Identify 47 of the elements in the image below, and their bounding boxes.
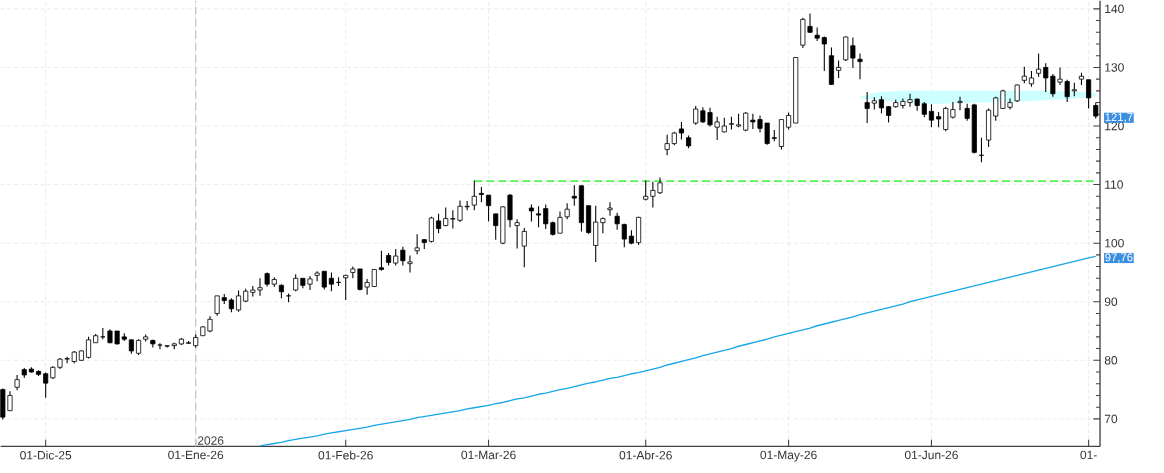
y-tick-label: 97,76 [1105, 253, 1133, 263]
candlestick [414, 233, 420, 255]
candlestick [864, 91, 870, 124]
y-tick-label: 70 [1104, 414, 1118, 423]
y-tick-label: 110 [1105, 180, 1123, 189]
candlestick [821, 35, 827, 72]
candlestick [1086, 79, 1092, 109]
candlestick [407, 254, 413, 273]
candlestick [43, 371, 49, 399]
candlestick [400, 245, 406, 266]
y-tick-label: 130 [1105, 63, 1124, 72]
candlestick [157, 342, 163, 350]
candlestick [378, 250, 384, 272]
x-tick-label: 01-Abr-26 [619, 450, 672, 460]
candlestick [328, 271, 334, 292]
candlestick [486, 194, 492, 222]
candlestick [471, 179, 477, 211]
candlestick [857, 52, 863, 80]
y-tick-label: 90 [1104, 297, 1118, 306]
x-tick-label: 01-Ene-26 [168, 450, 224, 459]
candlestick [86, 336, 92, 359]
candlestick [536, 205, 542, 228]
y-tick-label: 140 [1105, 4, 1124, 13]
candlestick [928, 103, 934, 128]
y-tick-label: 120 [1105, 121, 1124, 131]
candlestick [571, 184, 577, 207]
candlestick [514, 218, 520, 249]
candlestick [607, 201, 613, 216]
x-tick-label: 01-May-26 [760, 450, 817, 462]
y-tick-label: 80 [1104, 355, 1118, 365]
y-tick-label: 121,7 [1105, 112, 1133, 123]
x-tick-label: 01- [1080, 450, 1097, 459]
candlestick [436, 213, 442, 234]
candlestick [521, 227, 527, 268]
candlestick [957, 96, 963, 111]
candlestick [564, 202, 570, 220]
x-tick-label: 01-Dic-25 [20, 450, 72, 460]
ref-line-label: 2026 [197, 436, 224, 445]
candlestick [1036, 52, 1042, 78]
candlestick [236, 289, 242, 313]
candlestick [614, 211, 620, 231]
x-tick-label: 01-Feb-26 [318, 450, 373, 460]
candlestick [428, 216, 434, 243]
x-tick-label: 01-Mar-26 [461, 450, 516, 459]
y-tick-label: 100 [1105, 238, 1124, 248]
x-tick-label: 01-Jun-26 [904, 450, 958, 459]
candlestick [343, 274, 349, 301]
